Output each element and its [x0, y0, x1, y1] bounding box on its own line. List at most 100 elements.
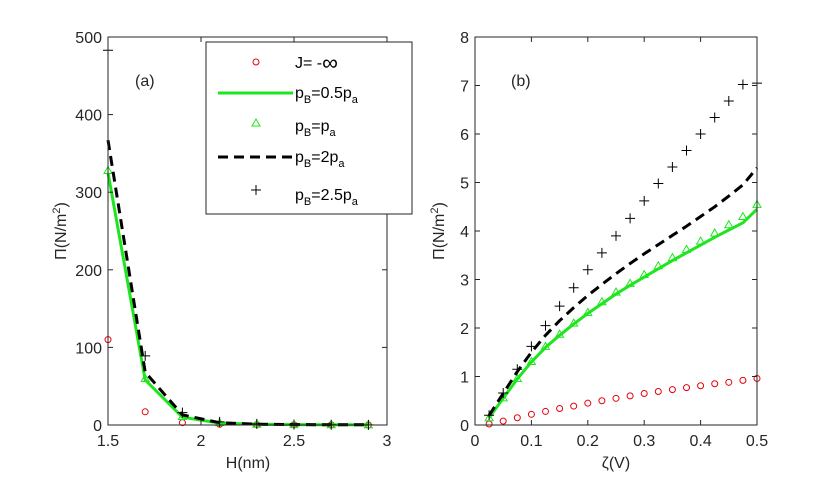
panel-b-xtick-label: 0.4: [689, 433, 711, 450]
panel-b-xtick-label: 0.3: [633, 433, 655, 450]
panel-b-triangle-green-point: [738, 211, 748, 220]
panel-b-triangle-green-point: [639, 269, 650, 279]
panel-b-ylabel: Π(N/m2): [429, 202, 448, 260]
panel-b-circle-red-point: [668, 386, 676, 394]
panel-b-circle-red-point: [654, 388, 662, 396]
panel-a-ytick-label: 0: [93, 418, 102, 435]
panel-b-plus-black-point: [568, 282, 579, 293]
panel-b-ytick-label: 1: [460, 370, 469, 387]
legend-entry-pb-0.5pa: pB=0.5pa: [218, 85, 359, 106]
panel-b-label: (b): [511, 73, 531, 90]
panel-b-marks: [484, 78, 762, 428]
panel-b-xtick-label: 0.2: [577, 433, 599, 450]
panel-a-circle-red-point: [141, 408, 149, 416]
panel-a-ylabel: Π(N/m2): [51, 202, 70, 260]
panel-b-plus-black-point: [737, 79, 748, 90]
panel-b-ticks: 0 0.1 0.2 0.3 0.4 0.5 0 1 2 3 4 5 6 7 8: [460, 30, 768, 450]
panel-b-circle-red-point: [697, 382, 705, 390]
panel-b-plus-black-point: [596, 247, 607, 258]
legend-label-j: J= -∞: [295, 50, 338, 75]
panel-b-circle-red-point: [612, 394, 620, 402]
panel-b-plus-black-point: [611, 230, 621, 241]
panel-b-triangle-green-point: [484, 412, 494, 422]
panel-b-circle-red-point: [584, 399, 592, 407]
panel-b-triangle-green-point: [582, 307, 593, 316]
panel-b-circle-red-point: [683, 384, 690, 392]
legend-label-pb-pa: pB=pa: [295, 118, 337, 139]
panel-b-ytick-label: 4: [460, 224, 469, 241]
panel-b-circle-red-point: [499, 417, 507, 425]
panel-b-ytick-label: 2: [460, 321, 469, 338]
panel-b-triangle-green-point: [554, 329, 565, 338]
panel-a-ytick-label: 500: [75, 30, 102, 47]
panel-b-triangle-green-point: [709, 227, 720, 237]
legend: J= -∞ pB=0.5pa pB=pa pB=2pa pB=2.5pa: [205, 41, 413, 215]
panel-a-xlabel: H(nm): [226, 455, 270, 472]
panel-a-triangle-green-point: [140, 373, 151, 382]
panel-b-circle-red-point: [739, 376, 747, 384]
panel-b-triangle-green-point: [653, 260, 664, 270]
panel-b-circle-red-point: [527, 410, 535, 418]
panel-b-dash-black-series: [487, 166, 759, 417]
legend-entry-pb-2pa: pB=2pa: [218, 149, 345, 170]
panel-b-line-green-series: [487, 208, 759, 419]
panel-a: 1.5 2 2.5 3 0 100 200 300 400 500 (a) H(nm) Π(N/m…: [51, 30, 413, 472]
panel-b-circle-red-point: [513, 414, 521, 422]
panel-b-triangle-green-point: [667, 252, 678, 262]
legend-triangle-marker: [251, 117, 261, 127]
panel-a-xtick-label: 1.5: [97, 433, 119, 450]
panel-b-triangle-green-point: [512, 373, 523, 382]
panel-b-circle-red-point: [626, 392, 634, 400]
panel-b-triangle-green-point: [611, 287, 621, 296]
panel-a-plus-black-point: [177, 407, 188, 418]
legend-label-pb-2.5pa: pB=2.5pa: [295, 187, 359, 208]
panel-b-circle-red-point: [725, 378, 733, 386]
panel-b-plus-black-point: [681, 145, 692, 156]
panel-b-plus-black-point: [639, 195, 650, 206]
panel-b-circle-red-point: [598, 397, 606, 405]
panel-b-triangle-green-point: [597, 296, 607, 306]
panel-b-plus-black-point: [540, 320, 551, 331]
legend-box: [205, 41, 413, 215]
panel-a-xtick-label: 2: [197, 433, 206, 450]
panel-b-plus-black-point: [484, 410, 495, 421]
panel-b-plus-black-point: [498, 387, 509, 398]
legend-label-pb-2pa: pB=2pa: [295, 149, 345, 170]
panel-b-plus-black-point: [512, 364, 523, 375]
panel-b-circle-red-point: [570, 402, 578, 410]
panel-b-plus-black-point: [582, 264, 593, 275]
panel-b-plus-black-point: [554, 301, 565, 312]
panel-b-plus-black-point: [526, 341, 537, 352]
panel-b-circle-red-point: [556, 405, 564, 413]
panel-b-xtick-label: 0: [471, 433, 480, 450]
panel-b-xlabel: ζ(V): [602, 455, 630, 472]
panel-a-xtick-label: 2.5: [283, 433, 305, 450]
panel-b-plus-black-point: [667, 161, 678, 172]
panel-b-circle-red-point: [640, 389, 648, 397]
panel-b-triangle-green-point: [526, 356, 537, 365]
panel-a-ytick-label: 400: [75, 108, 102, 125]
panel-b-triangle-green-point: [723, 219, 734, 229]
panel-a-plus-black-point: [140, 350, 151, 361]
panel-b-triangle-green-point: [625, 278, 635, 287]
legend-circle-marker: [252, 58, 260, 66]
panel-a-plus-black-point: [251, 418, 262, 429]
legend-label-pb-0.5pa: pB=0.5pa: [295, 85, 359, 106]
panel-b-ytick-label: 3: [460, 273, 469, 290]
panel-b-circle-red-point: [542, 407, 549, 415]
panel-b-ytick-label: 6: [460, 127, 469, 144]
panel-b: 0 0.1 0.2 0.3 0.4 0.5 0 1 2 3 4 5 6 7 8 (b) ζ(V) Π(N/m…: [429, 30, 768, 472]
panel-b-plus-black-point: [695, 129, 706, 139]
panel-b-triangle-green-point: [681, 244, 692, 253]
panel-b-triangle-green-point: [568, 318, 579, 327]
panel-b-triangle-green-point: [695, 236, 706, 245]
panel-b-xtick-label: 0.1: [520, 433, 542, 450]
panel-a-xtick-label: 3: [383, 433, 392, 450]
panel-a-ytick-label: 300: [75, 185, 102, 202]
panel-a-axes-box: [107, 36, 388, 426]
legend-entry-j-minus-inf: J= -∞: [252, 50, 338, 75]
panel-b-plus-black-point: [653, 178, 664, 189]
panel-a-ytick-label: 100: [75, 340, 102, 357]
